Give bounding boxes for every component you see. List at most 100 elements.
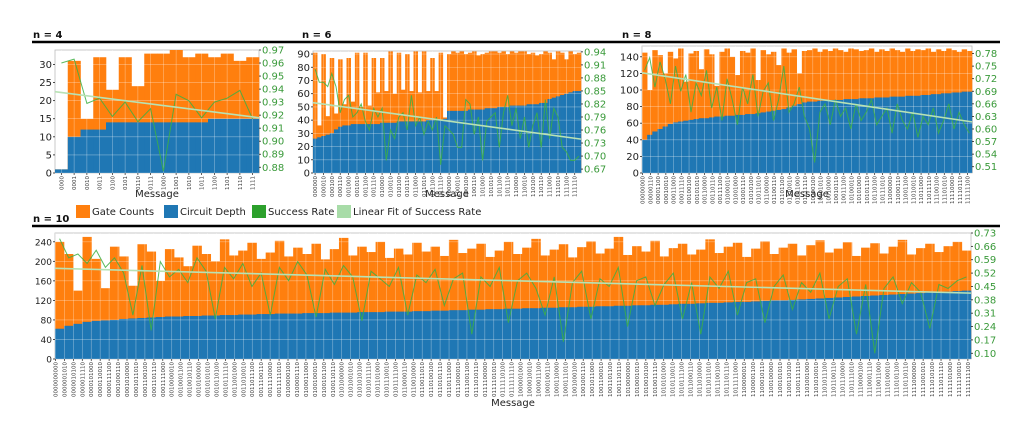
circuit-depth-bar	[622, 305, 633, 359]
circuit-depth-bar	[325, 134, 331, 173]
circuit-depth-bar	[729, 115, 736, 173]
gate-count-bar	[421, 251, 431, 359]
y-tick-label: 0	[46, 356, 52, 366]
x-tick-label: 0011111010	[277, 362, 283, 397]
x-tick-label: 100010	[455, 176, 461, 197]
x-tick-label: 0001000110	[116, 362, 122, 397]
y2-tick-label: 0.79	[584, 112, 606, 123]
circuit-depth-bar	[384, 311, 395, 359]
linear-fit-line	[641, 72, 973, 123]
x-tick-label: 0111001100	[465, 362, 471, 397]
x-tick-label: 00000110	[648, 176, 654, 204]
x-tick-label: 111110	[573, 176, 579, 197]
linear-fit-line	[54, 267, 972, 294]
x-tick-label: 10110100	[873, 176, 879, 204]
circuit-depth-bar	[274, 313, 285, 359]
circuit-depth-bar	[439, 310, 450, 359]
circuit-depth-bar	[750, 114, 756, 173]
circuit-depth-bar	[906, 293, 917, 359]
circuit-depth-bar	[448, 310, 459, 359]
gate-count-bar	[678, 48, 684, 173]
x-tick-label: 10101000	[857, 176, 863, 204]
y-tick-label: 160	[35, 277, 52, 287]
circuit-depth-bar	[55, 169, 69, 173]
x-tick-label: 1111111100	[966, 362, 972, 397]
circuit-depth-bar	[366, 312, 376, 359]
x-axis-label: Message	[425, 189, 469, 200]
circuit-depth-bar	[943, 291, 953, 359]
x-tick-label: 10001010	[819, 176, 825, 204]
y-tick-label: 240	[35, 238, 52, 248]
x-tick-label: 1001110110	[617, 362, 623, 397]
circuit-depth-bar	[403, 311, 413, 359]
x-tick-label: 1100	[212, 176, 218, 190]
gate-count-bar	[729, 56, 736, 173]
x-tick-label: 0111100000	[483, 362, 489, 397]
gate-count-bar	[604, 248, 615, 359]
y2-tick-label: 0.91	[584, 60, 606, 71]
circuit-depth-bar	[824, 297, 834, 359]
x-tick-label: 11100100	[935, 176, 941, 204]
circuit-depth-bar	[388, 122, 393, 173]
circuit-depth-bar	[157, 122, 171, 173]
gate-count-bar	[760, 241, 770, 359]
x-tick-label: 11010010	[911, 176, 917, 204]
x-tick-label: 1111	[251, 176, 257, 190]
y-tick-label: 50	[297, 102, 310, 113]
circuit-depth-bar	[64, 325, 74, 359]
circuit-depth-bar	[169, 122, 183, 173]
y2-tick-label: 0.85	[584, 86, 606, 97]
circuit-depth-bar	[961, 91, 968, 173]
x-tick-label: 1101011100	[823, 362, 829, 397]
x-tick-label: 000000	[313, 176, 319, 197]
gate-count-bar	[357, 246, 367, 359]
gate-count-bar	[174, 257, 184, 359]
x-tick-label: 0100001110	[295, 362, 301, 397]
y2-tick-label: 0.24	[974, 322, 996, 333]
y-tick-label: 0	[633, 169, 639, 180]
x-tick-label: 1011	[200, 176, 206, 190]
circuit-depth-bar	[357, 312, 367, 359]
circuit-depth-bar	[393, 311, 404, 359]
circuit-depth-bar	[705, 302, 715, 359]
x-tick-label: 1100101010	[778, 362, 784, 397]
x-tick-label: 0111	[149, 176, 155, 190]
x-tick-label: 01110010	[788, 176, 794, 204]
legend-label: Circuit Depth	[180, 207, 246, 218]
circuit-depth-bar	[613, 305, 624, 359]
x-tick-label: 110010	[522, 176, 528, 197]
circuit-depth-bar	[438, 120, 444, 173]
circuit-depth-bar	[413, 121, 418, 173]
circuit-depth-bar	[375, 124, 381, 173]
gate-count-bar	[109, 246, 120, 359]
x-tick-label: 01111000	[795, 176, 801, 204]
circuit-depth-bar	[915, 95, 921, 173]
circuit-depth-bar	[338, 126, 343, 173]
circuit-depth-bar	[246, 118, 260, 173]
circuit-depth-bar	[604, 306, 615, 359]
circuit-depth-bar	[833, 297, 844, 359]
y2-tick-label: 0.82	[584, 99, 606, 110]
circuit-depth-bar	[751, 301, 761, 359]
circuit-depth-bar	[131, 122, 145, 173]
circuit-depth-bar	[564, 93, 569, 173]
circuit-depth-bar	[848, 99, 854, 173]
x-axis-label: Message	[491, 398, 535, 409]
gate-count-bar	[657, 55, 663, 173]
circuit-depth-bar	[333, 129, 339, 173]
circuit-depth-bar	[650, 304, 660, 359]
circuit-depth-bar	[714, 302, 724, 359]
gate-count-bar	[652, 50, 658, 173]
circuit-depth-bar	[313, 138, 318, 173]
x-tick-label: 1010010100	[644, 362, 650, 397]
y-tick-label: 70	[297, 76, 310, 87]
x-tick-label: 0011110000	[268, 362, 274, 397]
x-tick-label: 1000110000	[554, 362, 560, 397]
circuit-depth-bar	[760, 112, 767, 173]
circuit-depth-bar	[384, 122, 389, 173]
circuit-depth-bar	[667, 124, 674, 173]
gate-count-bar	[438, 52, 444, 174]
x-tick-label: 1101001000	[805, 362, 811, 397]
gate-count-bar	[375, 241, 386, 359]
